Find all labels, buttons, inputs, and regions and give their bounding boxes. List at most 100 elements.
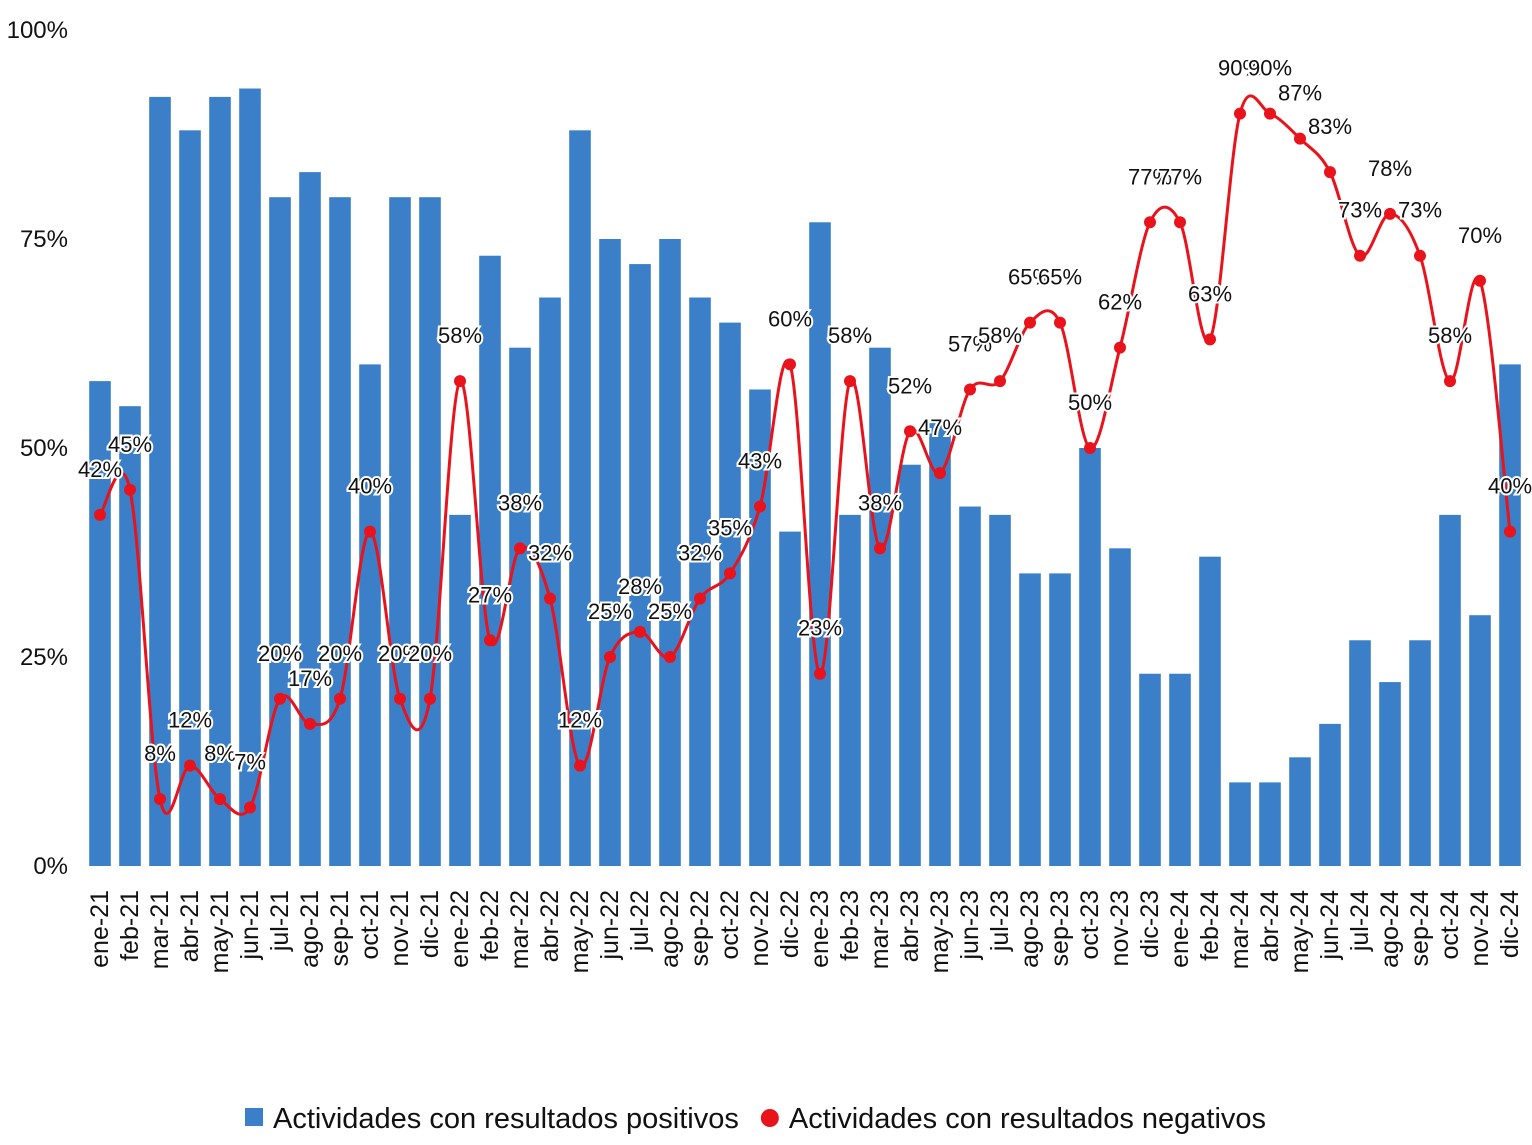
line-point <box>844 375 856 388</box>
bar <box>719 322 741 867</box>
data-label: 70% <box>1458 223 1502 248</box>
x-tick-label: mar-22 <box>506 890 534 969</box>
bar <box>599 239 621 866</box>
line-point <box>424 692 436 705</box>
y-tick-label: 100% <box>7 17 68 44</box>
data-label: 38% <box>498 490 542 515</box>
y-tick-label: 25% <box>20 644 68 671</box>
data-label: 58% <box>438 323 482 348</box>
line-point <box>274 692 286 705</box>
data-label: 78% <box>1368 156 1412 181</box>
x-tick-label: jun-21 <box>236 890 264 961</box>
line-point <box>604 651 616 663</box>
x-tick-label: ago-23 <box>1016 890 1044 968</box>
bar <box>1409 640 1431 866</box>
x-tick-label: ene-24 <box>1166 890 1194 968</box>
data-label: 38% <box>858 490 902 515</box>
data-label: 27% <box>468 582 512 607</box>
bar <box>1289 757 1311 866</box>
line-point <box>454 375 466 388</box>
data-label: 47% <box>918 415 962 440</box>
bar <box>569 130 591 866</box>
bar <box>1499 364 1521 866</box>
line-point <box>334 692 346 705</box>
data-label: 50% <box>1068 390 1112 415</box>
line-point <box>1444 375 1456 388</box>
data-label: 65% <box>1038 265 1082 290</box>
x-tick-label: jun-22 <box>596 890 624 961</box>
line-point <box>1024 316 1036 329</box>
x-tick-label: mar-21 <box>146 890 174 969</box>
line-point <box>1324 166 1336 179</box>
bar <box>1469 615 1491 866</box>
data-label: 40% <box>348 474 392 499</box>
line-point <box>1474 274 1486 287</box>
line-point <box>244 801 256 814</box>
line-point <box>694 592 706 605</box>
x-tick-label: may-23 <box>926 890 954 973</box>
data-label: 58% <box>1428 323 1472 348</box>
data-label: 43% <box>738 449 782 474</box>
data-label: 73% <box>1338 198 1382 223</box>
bar <box>299 172 321 866</box>
data-label: 28% <box>618 574 662 599</box>
line-point <box>634 625 646 638</box>
line-point <box>214 793 226 806</box>
x-tick-label: nov-24 <box>1466 890 1494 967</box>
x-tick-label: may-22 <box>566 890 594 973</box>
x-tick-label: sep-22 <box>686 890 714 966</box>
bar <box>1079 448 1101 866</box>
data-label: 20% <box>258 641 302 666</box>
line-point <box>364 525 376 538</box>
line-point <box>1384 207 1396 220</box>
data-label: 17% <box>288 666 332 691</box>
bar <box>1229 782 1251 866</box>
bar <box>1199 556 1221 866</box>
data-label: 32% <box>528 540 572 565</box>
x-tick-label: sep-21 <box>326 890 354 966</box>
x-tick-label: feb-23 <box>836 890 864 961</box>
line-point <box>784 358 796 371</box>
line-point <box>994 375 1006 388</box>
bar <box>539 297 561 866</box>
data-label: 65% <box>1008 265 1052 290</box>
line-point <box>1144 216 1156 229</box>
x-tick-label: feb-22 <box>476 890 504 961</box>
line <box>98 94 1512 816</box>
data-label: 12% <box>558 708 602 733</box>
data-label: 8% <box>204 741 236 766</box>
bar <box>359 364 381 866</box>
bar <box>269 197 291 866</box>
legend-label: Actividades con resultados positivos <box>273 1103 739 1135</box>
data-label: 77% <box>1158 164 1202 189</box>
x-tick-label: feb-21 <box>116 890 144 961</box>
line-point <box>544 592 556 605</box>
bar <box>659 239 681 866</box>
x-tick-label: ago-24 <box>1376 890 1404 968</box>
x-tick-label: oct-22 <box>716 890 744 959</box>
line-point <box>1354 249 1366 262</box>
bar <box>119 406 141 866</box>
data-label: 57% <box>948 331 992 356</box>
bar <box>1049 573 1071 866</box>
bar <box>1019 573 1041 866</box>
line-point <box>664 651 676 663</box>
bar <box>1259 782 1281 866</box>
x-tick-label: abr-23 <box>896 890 924 962</box>
bar <box>869 347 891 866</box>
x-tick-label: ene-23 <box>806 890 834 968</box>
legend-swatch <box>245 1108 263 1126</box>
line-point <box>304 717 316 730</box>
bar <box>149 96 171 866</box>
data-label: 23% <box>798 616 842 641</box>
bar <box>1109 548 1131 866</box>
bar <box>839 514 861 866</box>
line-point <box>154 793 166 806</box>
data-label: 58% <box>828 323 872 348</box>
line-point <box>514 542 526 555</box>
x-tick-label: nov-21 <box>386 890 414 966</box>
x-tick-label: oct-21 <box>356 890 384 959</box>
data-label: 60% <box>768 306 812 331</box>
data-label: 7% <box>234 749 266 774</box>
x-tick-label: ago-21 <box>296 890 324 968</box>
